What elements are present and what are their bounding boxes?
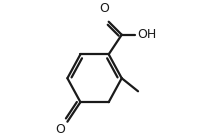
Text: O: O	[55, 123, 65, 136]
Text: O: O	[99, 2, 109, 15]
Text: OH: OH	[137, 28, 157, 41]
